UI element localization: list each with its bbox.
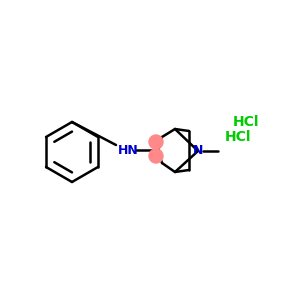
Text: HCl: HCl: [233, 115, 260, 129]
Text: HN: HN: [118, 143, 138, 157]
Circle shape: [149, 135, 163, 149]
Text: HCl: HCl: [225, 130, 251, 144]
Circle shape: [149, 149, 163, 163]
Text: N: N: [193, 145, 203, 158]
